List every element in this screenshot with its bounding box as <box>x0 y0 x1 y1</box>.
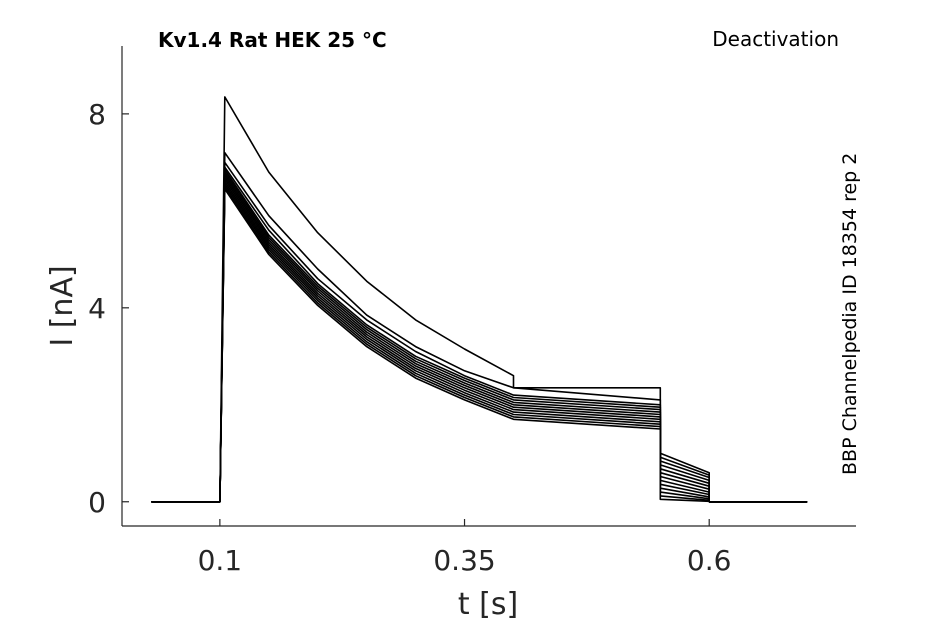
source-note: BBP Channelpedia ID 18354 rep 2 <box>839 153 861 475</box>
x-tick-label: 0.6 <box>687 544 732 577</box>
current-traces <box>151 96 808 503</box>
current-trace <box>151 171 808 503</box>
current-trace <box>151 161 808 503</box>
y-tick-label: 8 <box>88 98 106 131</box>
y-tick-label: 0 <box>88 486 106 519</box>
y-axis-label: I [nA] <box>45 265 80 346</box>
x-tick-label: 0.35 <box>433 544 495 577</box>
protocol-label: Deactivation <box>712 27 839 51</box>
y-ticks: 0 4 8 <box>88 98 129 519</box>
current-trace <box>151 151 808 503</box>
current-trace <box>151 183 808 503</box>
current-trace <box>151 185 808 503</box>
y-tick-label: 4 <box>88 292 106 325</box>
current-trace <box>151 181 808 503</box>
chart-title: Kv1.4 Rat HEK 25 °C <box>158 28 387 52</box>
current-trace <box>151 166 808 503</box>
x-ticks: 0.1 0.35 0.6 <box>198 519 732 577</box>
current-trace <box>151 96 808 503</box>
current-trace <box>151 178 808 503</box>
current-trace <box>151 173 808 503</box>
x-tick-label: 0.1 <box>198 544 243 577</box>
current-trace <box>151 176 808 503</box>
current-trace <box>151 188 808 503</box>
x-axis-label: t [s] <box>458 587 518 622</box>
current-trace <box>151 168 808 503</box>
